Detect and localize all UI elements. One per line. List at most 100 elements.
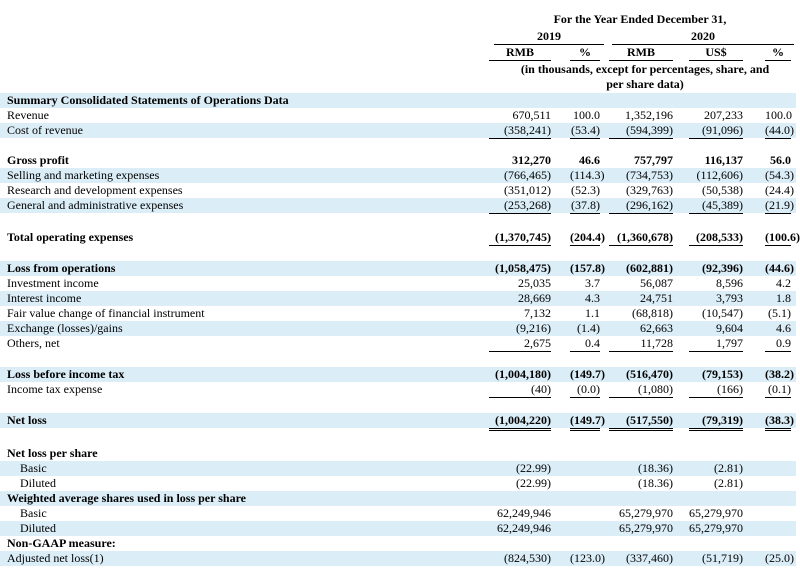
row-shade: [0, 123, 796, 138]
header-note: per share data): [500, 77, 790, 92]
header-note: (in thousands, except for percentages, s…: [500, 62, 790, 77]
cell: (329,763): [609, 183, 673, 198]
cell: 7,132: [489, 306, 551, 321]
cell: (68,818): [609, 306, 673, 321]
cell: (0.1): [765, 382, 791, 398]
cell: 1,352,196: [609, 108, 673, 123]
cell: (337,460): [609, 551, 673, 566]
row-label: Weighted average shares used in loss per…: [7, 491, 246, 506]
cell: (204.4): [570, 230, 600, 246]
cell: (123.0): [570, 551, 600, 566]
cell: 1,797: [689, 336, 743, 352]
cell: (22.99): [489, 476, 551, 491]
cell: 2,675: [489, 336, 551, 352]
cell: 116,137: [689, 153, 743, 168]
cell: (37.8): [570, 198, 600, 214]
row-label: Selling and marketing expenses: [7, 168, 159, 183]
cell: 56,087: [609, 276, 673, 291]
cell: 4.2: [765, 276, 791, 291]
cell: (5.1): [765, 306, 791, 321]
cell: (253,268): [489, 198, 551, 214]
cell: (91,096): [689, 123, 743, 139]
row-label: Total operating expenses: [7, 230, 133, 245]
row-label: Cost of revenue: [7, 123, 83, 138]
cell: (100.6): [765, 230, 791, 246]
row-label: Investment income: [7, 276, 99, 291]
row-label: Revenue: [7, 108, 49, 123]
unit-header: US$: [689, 45, 743, 61]
cell: (2.81): [689, 461, 743, 476]
year: 2019: [494, 29, 604, 45]
unit-header: RMB: [489, 45, 551, 61]
cell: 65,279,970: [609, 521, 673, 536]
unit-header: RMB: [609, 45, 673, 61]
row-label: Gross profit: [7, 153, 69, 168]
cell: (92,396): [689, 261, 743, 276]
cell: 65,279,970: [689, 506, 743, 521]
cell: (517,550): [609, 413, 673, 431]
cell: (44.0): [765, 123, 791, 139]
row-shade: [0, 521, 796, 536]
cell: (0.0): [570, 382, 600, 398]
cell: 46.6: [570, 153, 600, 168]
cell: 25,035: [489, 276, 551, 291]
cell: 0.9: [765, 336, 791, 352]
cell: (1,058,475): [489, 261, 551, 276]
cell: (112,606): [689, 168, 743, 183]
cell: 1.1: [570, 306, 600, 321]
cell: 62,663: [609, 321, 673, 336]
year: 2020: [612, 29, 794, 45]
cell: (52.3): [570, 183, 600, 198]
cell: 65,279,970: [689, 521, 743, 536]
row-label: Non-GAAP measure:: [7, 536, 116, 551]
row-shade: [0, 413, 796, 428]
cell: (1,004,220): [489, 413, 551, 431]
cell: 1.8: [765, 291, 791, 306]
unit-header: %: [570, 45, 600, 61]
cell: (157.8): [570, 261, 600, 276]
cell: (25.0): [765, 551, 791, 566]
cell: 11,728: [609, 336, 673, 352]
row-label: Net loss: [7, 413, 47, 428]
cell: 8,596: [689, 276, 743, 291]
cell: (40): [489, 382, 551, 398]
cell: (79,153): [689, 367, 743, 382]
cell: (351,012): [489, 183, 551, 198]
row-label: Net loss per share: [7, 446, 98, 461]
cell: (44.6): [765, 261, 791, 276]
cell: (114.3): [570, 168, 600, 183]
cell: (53.4): [570, 123, 600, 139]
row-label: General and administrative expenses: [7, 198, 183, 213]
row-shade: [0, 261, 796, 276]
cell: (824,530): [489, 551, 551, 566]
cell: (18.36): [609, 461, 673, 476]
cell: (1,004,180): [489, 367, 551, 382]
cell: (1,080): [609, 382, 673, 398]
cell: (2.81): [689, 476, 743, 491]
row-shade: [0, 461, 796, 476]
cell: 757,797: [609, 153, 673, 168]
cell: (208,533): [689, 230, 743, 246]
cell: 24,751: [609, 291, 673, 306]
cell: 4.6: [765, 321, 791, 336]
cell: 207,233: [689, 108, 743, 123]
cell: (166): [689, 382, 743, 398]
cell: (1,370,745): [489, 230, 551, 246]
cell: 3.7: [570, 276, 600, 291]
row-label: Diluted: [20, 521, 56, 536]
cell: (9,216): [489, 321, 551, 336]
cell: (22.99): [489, 461, 551, 476]
row-label: Fair value change of financial instrumen…: [7, 306, 205, 321]
cell: (734,753): [609, 168, 673, 183]
cell: (10,547): [689, 306, 743, 321]
cell: (24.4): [765, 183, 791, 198]
cell: (594,399): [609, 123, 673, 139]
row-label: Summary Consolidated Statements of Opera…: [7, 93, 289, 108]
cell: (79,319): [689, 413, 743, 431]
cell: (51,719): [689, 551, 743, 566]
cell: 62,249,946: [489, 506, 551, 521]
row-label: Basic: [20, 506, 47, 521]
row-label: Others, net: [7, 336, 60, 351]
cell: (45,389): [689, 198, 743, 214]
